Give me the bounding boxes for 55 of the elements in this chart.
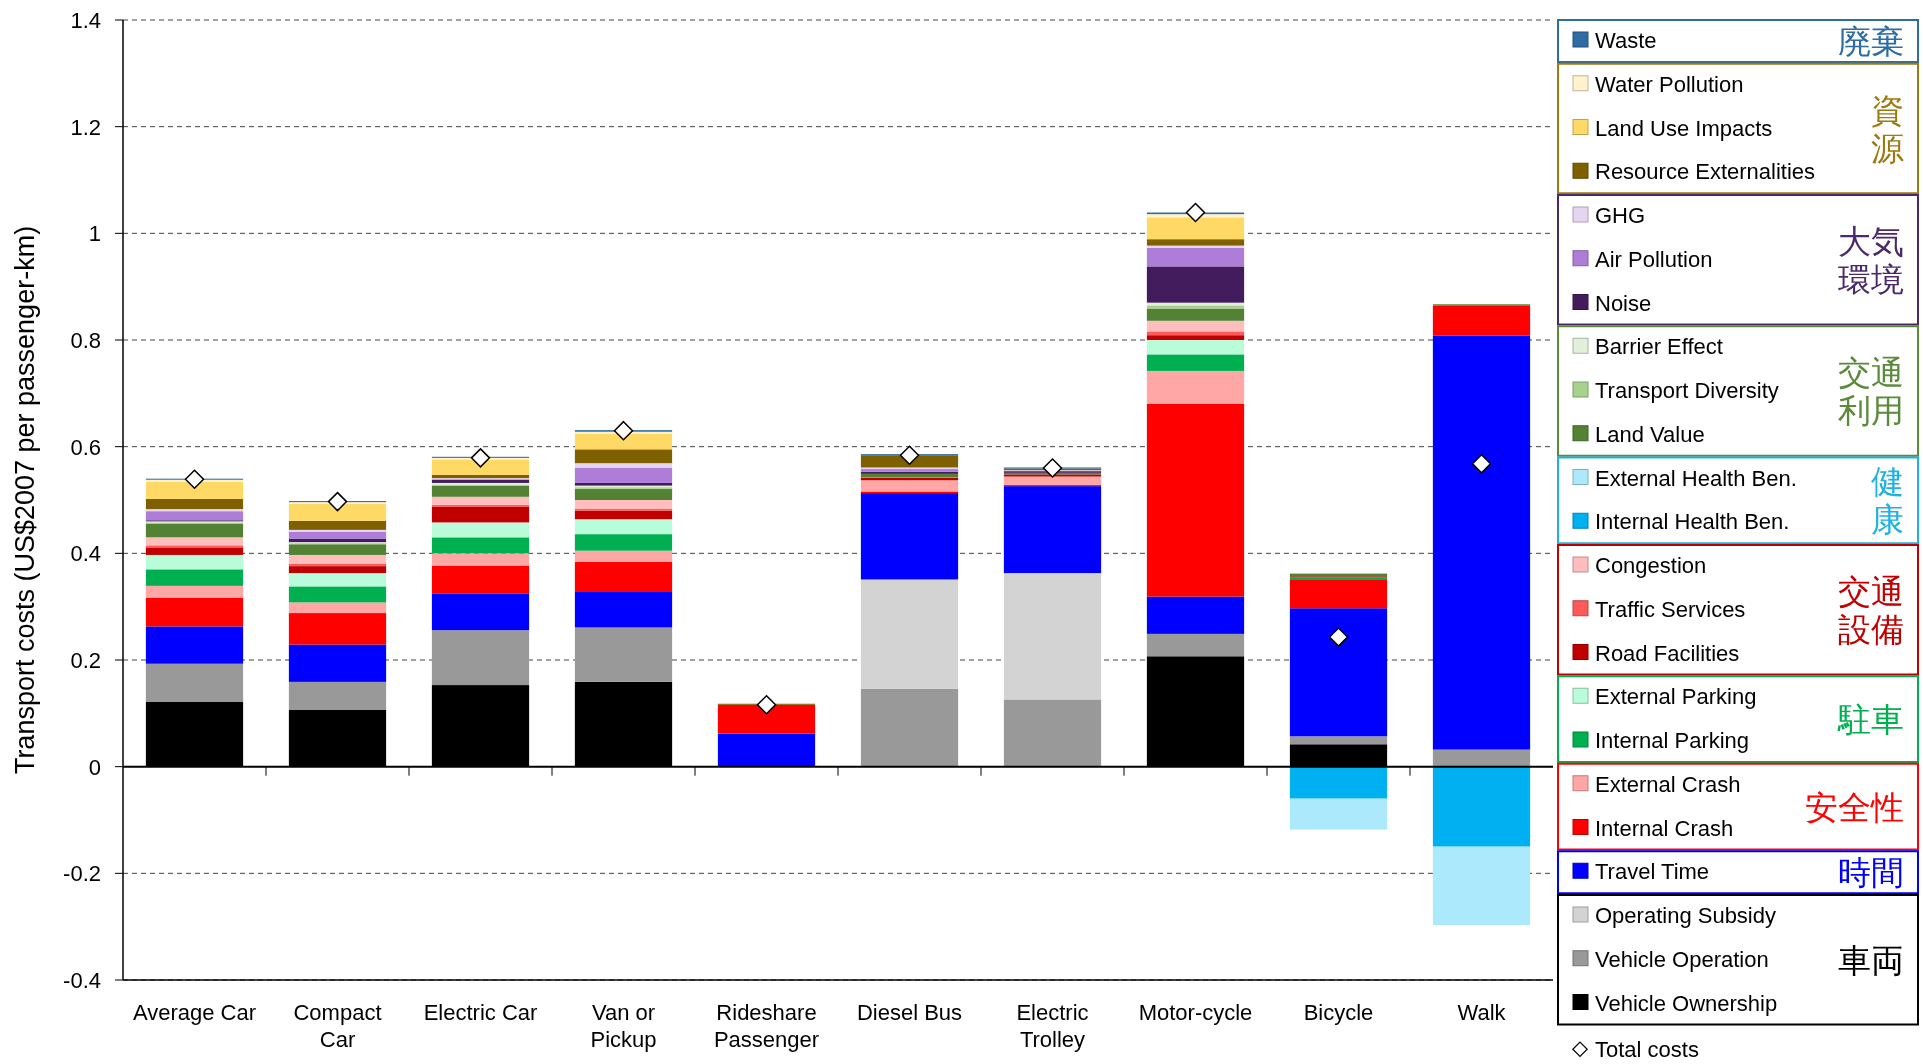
- x-tick-label: Electric Trolley: [1016, 1000, 1089, 1052]
- y-tick-label: 0.4: [70, 541, 101, 567]
- y-tick-label: 0: [88, 754, 101, 780]
- legend-label: Internal Parking: [1595, 728, 1750, 753]
- legend-label: External Parking: [1595, 684, 1757, 710]
- y-tick-label: -0.4: [63, 968, 101, 993]
- legend-label: Traffic Services: [1595, 596, 1746, 622]
- legend-label: Vehicle Ownership: [1595, 990, 1778, 1016]
- legend-label: Land Value: [1595, 421, 1705, 447]
- x-tick-label: Average Car: [132, 1000, 257, 1025]
- legend-label: External Crash: [1595, 771, 1741, 797]
- legend-label: Air Pollution: [1595, 246, 1713, 272]
- text: 健康: [1871, 463, 1904, 539]
- legend-label: GHG: [1595, 203, 1646, 228]
- legend-label: External Health Ben.: [1595, 465, 1797, 491]
- legend-label: Vehicle Operation: [1595, 946, 1769, 972]
- legend-label: Road Facilities: [1595, 640, 1740, 666]
- text: 交通利用: [1838, 354, 1904, 429]
- text: 車両: [1838, 941, 1904, 979]
- text: 廃棄: [1838, 23, 1904, 60]
- text: 大気環境: [1838, 222, 1904, 298]
- x-tick-label: Walk: [1457, 1000, 1507, 1025]
- x-tick-label: Diesel Bus: [856, 1000, 963, 1025]
- legend-label: Barrier Effect: [1595, 334, 1723, 360]
- legend-label: Noise: [1595, 290, 1652, 316]
- legend-label: Resource Externalities: [1595, 159, 1816, 185]
- legend-label: Waste: [1595, 28, 1657, 53]
- text: 駐車: [1838, 701, 1904, 739]
- x-tick-label: Electric Car: [423, 1000, 538, 1025]
- x-tick-label: Van or Pickup: [590, 1000, 657, 1052]
- y-tick-label: 0.8: [70, 328, 101, 353]
- legend-label: Total costs: [1595, 1037, 1699, 1063]
- legend-label: Internal Crash: [1595, 815, 1734, 841]
- legend-label: Internal Health Ben.: [1595, 509, 1790, 535]
- legend-label: Land Use Impacts: [1595, 115, 1773, 141]
- legend-label: Transport Diversity: [1595, 378, 1779, 403]
- text: 時間: [1838, 854, 1904, 892]
- legend-label: Travel Time: [1595, 859, 1710, 885]
- y-axis-title: Transport costs (US$2007 per passenger-km): [10, 225, 40, 775]
- x-tick-label: Bicycle: [1303, 1000, 1374, 1025]
- y-tick-label: 1: [88, 221, 101, 247]
- text: 安全性: [1805, 788, 1904, 826]
- x-tick-label: Rideshare Passenger: [713, 1000, 820, 1052]
- x-tick-label: Motor-cycle: [1138, 1000, 1253, 1025]
- y-tick-label: 1.4: [70, 8, 101, 33]
- y-tick-label: 0.2: [70, 648, 101, 673]
- y-tick-label: -0.2: [63, 861, 101, 887]
- text: 交通設備: [1838, 572, 1904, 648]
- y-tick-label: 0.6: [70, 434, 101, 460]
- legend-label: Operating Subsidy: [1595, 903, 1776, 928]
- legend-label: Water Pollution: [1595, 71, 1744, 97]
- legend-label: Congestion: [1595, 553, 1707, 578]
- y-tick-label: 1.2: [70, 114, 101, 140]
- x-tick-label: Compact Car: [293, 1000, 382, 1052]
- text: 資源: [1871, 91, 1904, 167]
